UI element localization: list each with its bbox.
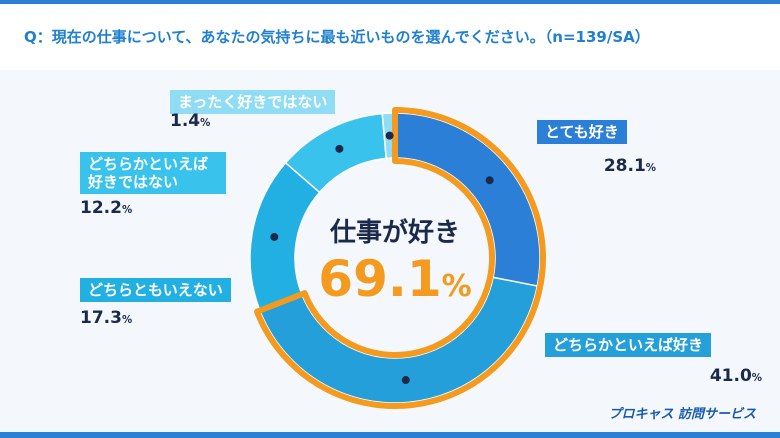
bottom-bar (0, 432, 780, 438)
leader-dot (335, 144, 344, 153)
category-label: どちらかといえば好きではない (80, 152, 226, 194)
leader-dot (270, 232, 279, 241)
leader-dot (485, 176, 494, 185)
category-label: まったく好きではない (170, 90, 336, 114)
leader-dot (385, 131, 394, 140)
category-label: とても好き (537, 120, 627, 144)
value-label: 41.0% (709, 366, 762, 386)
value-label: 28.1% (603, 156, 656, 176)
category-label: どちらともいえない (80, 278, 231, 302)
header-bg (0, 0, 780, 70)
center-label: 仕事が好き (329, 218, 461, 248)
value-label: 12.2% (80, 198, 133, 218)
leader-dot (401, 376, 410, 385)
donut-segment (249, 161, 321, 312)
top-bar (0, 0, 780, 4)
center-value: 69.1% (318, 250, 472, 308)
chart-title: Q：現在の仕事について、あなたの気持ちに最も近いものを選んでください。（n=13… (24, 28, 650, 46)
category-label: どちらかといえば好き (545, 333, 712, 357)
value-label: 17.3% (80, 308, 133, 328)
brand: プロキャス 訪問サービス (608, 407, 756, 422)
value-label: 1.4% (170, 111, 211, 131)
highlight-outline (254, 107, 546, 409)
